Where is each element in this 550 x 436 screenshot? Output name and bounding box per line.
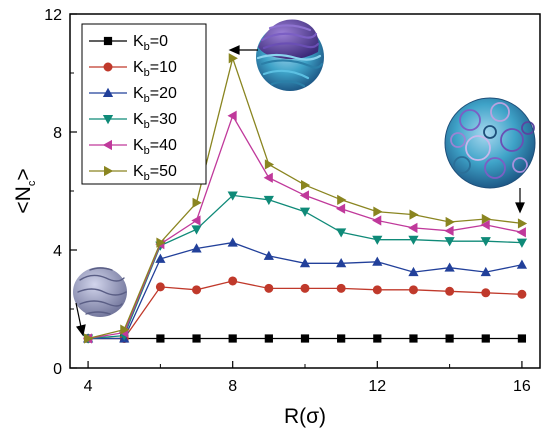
- series-layer: [82, 53, 528, 344]
- data-point: [409, 334, 418, 343]
- data-point: [372, 256, 383, 266]
- data-point: [480, 237, 491, 247]
- data-point: [480, 266, 491, 277]
- data-point: [444, 237, 455, 247]
- x-tick-label: 16: [513, 378, 531, 395]
- globule-inset-image: [256, 19, 324, 91]
- data-point: [227, 110, 237, 121]
- data-point: [227, 237, 238, 247]
- series-2: [82, 237, 528, 343]
- data-point: [372, 235, 383, 245]
- data-point: [155, 253, 166, 263]
- data-point: [516, 227, 526, 238]
- data-point: [517, 334, 527, 343]
- data-point: [444, 262, 455, 272]
- data-point: [192, 285, 202, 295]
- data-point: [408, 235, 419, 245]
- data-point: [336, 283, 346, 293]
- y-axis-title: <Nc>: [12, 168, 38, 213]
- data-point: [228, 53, 238, 64]
- data-point: [408, 222, 418, 233]
- data-point: [517, 289, 527, 299]
- data-point: [299, 207, 311, 217]
- series-5: [84, 53, 528, 344]
- data-point: [373, 334, 382, 343]
- data-point: [192, 334, 201, 343]
- series-0: [83, 334, 527, 343]
- data-point: [263, 195, 274, 206]
- data-point: [228, 276, 238, 286]
- data-point: [373, 206, 383, 217]
- sphere-inset-image: [444, 97, 536, 189]
- y-tick-label: 0: [53, 361, 62, 378]
- x-tick-label: 12: [368, 378, 386, 395]
- legend-item: Kb=0: [89, 33, 168, 53]
- data-point: [336, 258, 347, 268]
- legend-marker: [102, 115, 114, 125]
- data-point: [301, 179, 311, 191]
- data-point: [372, 215, 382, 226]
- data-point: [191, 243, 202, 253]
- data-point: [337, 334, 346, 343]
- data-point: [372, 285, 382, 295]
- data-point: [444, 225, 454, 236]
- data-point: [481, 213, 491, 225]
- data-point: [445, 334, 454, 343]
- data-point: [156, 334, 165, 343]
- legend-marker: [104, 165, 114, 177]
- brain-inset-image: [73, 267, 127, 317]
- data-point: [155, 282, 165, 292]
- x-tick-label: 8: [228, 378, 237, 395]
- data-point: [228, 334, 237, 343]
- data-point: [337, 194, 347, 205]
- data-point: [300, 283, 310, 293]
- series-1: [83, 276, 527, 343]
- data-point: [264, 334, 273, 343]
- data-point: [263, 172, 273, 183]
- data-point: [192, 197, 202, 208]
- data-point: [445, 286, 455, 296]
- data-point: [300, 334, 310, 343]
- data-point: [120, 324, 130, 335]
- y-tick-label: 8: [53, 125, 62, 142]
- legend-label: Kb=0: [133, 33, 168, 53]
- legend-marker: [103, 36, 113, 46]
- data-point: [227, 191, 238, 201]
- data-point: [445, 216, 455, 228]
- data-point: [516, 259, 528, 269]
- data-point: [408, 266, 419, 277]
- data-point: [516, 238, 528, 248]
- data-point: [156, 237, 166, 248]
- x-tick-label: 4: [84, 378, 93, 395]
- data-point: [264, 283, 274, 293]
- data-point: [480, 219, 490, 231]
- data-point: [263, 250, 274, 260]
- data-point: [336, 228, 347, 238]
- data-point: [409, 209, 419, 220]
- data-point: [517, 218, 528, 229]
- axis-ticks: 4 8 12 16 0 4 8 12: [44, 7, 531, 395]
- legend-marker: [103, 62, 113, 72]
- y-tick-label: 12: [44, 7, 62, 24]
- y-tick-label: 4: [53, 243, 62, 260]
- data-point: [299, 258, 311, 268]
- x-axis-title: R(σ): [284, 405, 326, 428]
- data-point: [264, 159, 275, 170]
- legend-box: [81, 23, 207, 185]
- data-point: [191, 215, 201, 226]
- data-point: [84, 333, 94, 344]
- legend-marker: [102, 87, 114, 97]
- data-point: [481, 334, 490, 343]
- annotation-arrows: [75, 45, 525, 337]
- data-point: [481, 288, 491, 298]
- legend-marker: [102, 139, 112, 151]
- data-point: [299, 190, 309, 201]
- data-point: [408, 285, 418, 295]
- data-point: [191, 225, 202, 235]
- data-point: [335, 203, 346, 214]
